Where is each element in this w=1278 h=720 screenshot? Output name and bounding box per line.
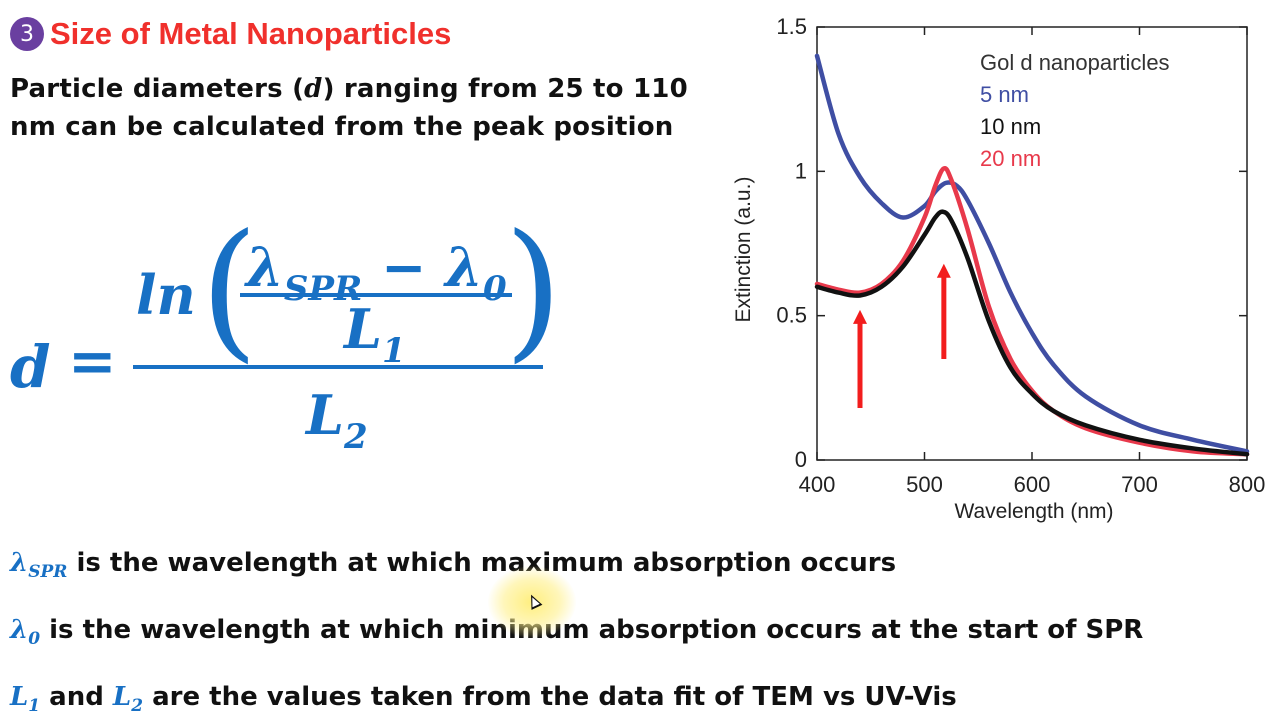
formula-lhs: d [10, 333, 51, 401]
def3-symbol-1: L1 [10, 682, 40, 716]
extinction-chart: 400 500 600 700 800 0 0.5 1 1.5 Wavelength (nm) Ex… [732, 14, 1266, 523]
def3-sym1-sub: 1 [28, 696, 41, 716]
intro-variable-d: d [304, 74, 323, 104]
def3-sym2-letter: L [112, 682, 132, 712]
def3-symbol-2: L2 [112, 682, 143, 716]
x-tick-label: 400 [799, 472, 836, 497]
formula-L1-sub: 1 [381, 331, 406, 371]
def1-symbol: λSPR [10, 548, 67, 582]
title-text: Size of Metal Nanoparticles [50, 16, 452, 51]
def1-text: is the wavelength at which maximum absor… [67, 548, 897, 578]
def2-sym-letter: λ [10, 615, 29, 645]
def2-sym-sub: 0 [28, 629, 41, 649]
series-line-3 [814, 166, 1250, 457]
formula-equals: = [68, 327, 117, 395]
y-axis-label: Extinction (a.u.) [732, 177, 755, 323]
legend-entry-2: 10 nm [980, 114, 1041, 139]
def2-text: is the wavelength at which minimum absor… [40, 615, 1144, 645]
formula-spr-sub: SPR [283, 269, 363, 309]
y-tick-label: 0.5 [776, 303, 807, 328]
formula-L1-letter: L [344, 297, 382, 361]
formula-main-fraction-bar [133, 365, 543, 369]
def2-symbol: λ0 [10, 615, 40, 649]
legend-title: Gol d nanoparticles [980, 50, 1170, 75]
x-tick-label: 800 [1229, 472, 1266, 497]
formula-lambda-0: λ [445, 235, 483, 299]
def3-sym1-letter: L [10, 682, 29, 712]
diameter-formula: d = ln ( λSPR − λ0 L1 ) L2 [0, 203, 563, 465]
def3-sym2-sub: 2 [131, 696, 144, 716]
legend-entry-1: 5 nm [980, 82, 1029, 107]
def1-sym-letter: λ [10, 548, 29, 578]
slide-title: 3 Size of Metal Nanoparticles [10, 14, 451, 54]
red-arrow-head-2 [936, 263, 951, 278]
y-tick-label: 1.5 [776, 14, 807, 39]
formula-L1: L1 [344, 297, 406, 371]
formula-ln: ln [136, 263, 196, 327]
red-arrow-head-1 [853, 309, 867, 324]
formula-L2: L2 [306, 383, 368, 457]
definition-lambda-spr: λSPR is the wavelength at which maximum … [10, 548, 896, 582]
intro-after: ) ranging from 25 to 110 nm can be calcu… [10, 74, 688, 142]
definition-L1-L2: L1 and L2 are the values taken from the … [10, 682, 957, 716]
x-axis-label: Wavelength (nm) [954, 500, 1113, 523]
formula-L2-sub: 2 [343, 417, 368, 457]
formula-right-paren: ) [504, 203, 563, 377]
formula-zero-sub: 0 [483, 269, 507, 309]
intro-before: Particle diameters ( [10, 74, 305, 104]
formula-inner-fraction-bar [240, 293, 512, 297]
x-tick-label: 700 [1121, 472, 1158, 497]
formula-L2-letter: L [306, 383, 344, 447]
def3-mid: and [40, 682, 113, 712]
def3-text: are the values taken from the data fit o… [143, 682, 957, 712]
formula-lambda-spr: λ [246, 235, 284, 299]
formula-left-paren: ( [200, 203, 259, 377]
series-line-1 [814, 53, 1250, 454]
section-number-badge: 3 [10, 17, 44, 51]
formula-minus: − [362, 235, 446, 299]
intro-text: Particle diameters (d) ranging from 25 t… [10, 70, 710, 146]
x-tick-label: 500 [906, 472, 943, 497]
definition-lambda-0: λ0 is the wavelength at which minimum ab… [10, 615, 1143, 649]
series-line-2 [814, 209, 1250, 457]
def1-sym-sub: SPR [28, 562, 68, 582]
y-tick-label: 0 [795, 447, 807, 472]
legend-entry-3: 20 nm [980, 146, 1041, 171]
formula-numerator: λSPR − λ0 [246, 235, 507, 309]
x-tick-label: 600 [1014, 472, 1051, 497]
y-tick-label: 1 [795, 158, 807, 183]
